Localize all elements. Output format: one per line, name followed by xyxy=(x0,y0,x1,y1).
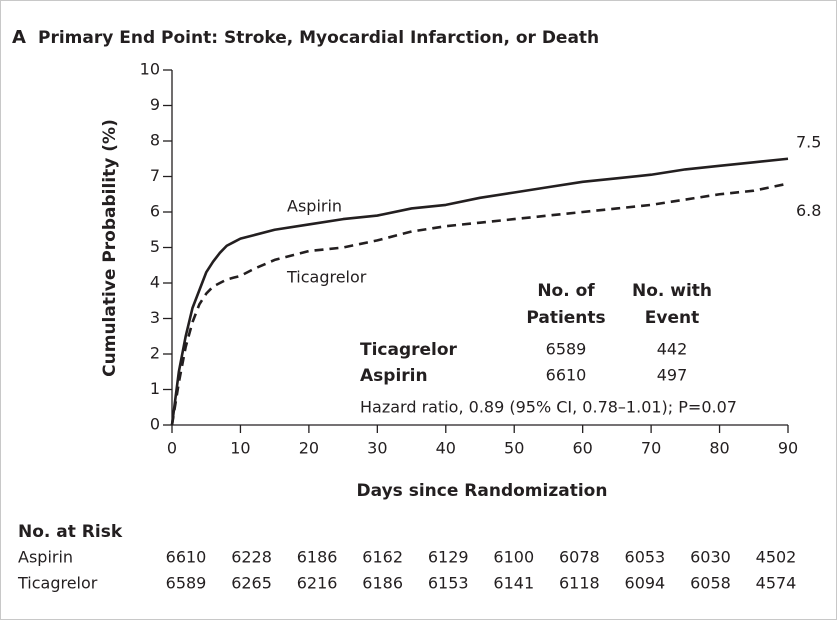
summary-column-header: Event xyxy=(645,308,699,328)
y-tick-label: 8 xyxy=(150,131,160,150)
y-tick-label: 5 xyxy=(150,237,160,256)
x-tick-label: 20 xyxy=(299,439,319,458)
x-tick-label: 50 xyxy=(504,439,524,458)
summary-column-header: Patients xyxy=(526,308,605,328)
summary-column-header: No. with xyxy=(632,281,712,301)
y-tick-label: 0 xyxy=(150,415,160,434)
risk-count: 6129 xyxy=(428,548,469,567)
risk-count: 6265 xyxy=(231,574,272,593)
x-tick-label: 40 xyxy=(436,439,456,458)
x-tick-label: 10 xyxy=(230,439,250,458)
summary-note: Hazard ratio, 0.89 (95% CI, 0.78–1.01); … xyxy=(360,398,737,417)
x-tick-label: 90 xyxy=(778,439,798,458)
risk-count: 6141 xyxy=(493,574,534,593)
end-value-label: 7.5 xyxy=(796,132,821,151)
risk-count: 6610 xyxy=(166,548,207,567)
risk-count: 6053 xyxy=(625,548,666,567)
risk-count: 6153 xyxy=(428,574,469,593)
curve-label: Aspirin xyxy=(287,197,342,216)
risk-count: 6589 xyxy=(166,574,207,593)
risk-row-name: Ticagrelor xyxy=(17,574,98,593)
summary-cell: 6610 xyxy=(546,366,587,385)
risk-count: 4574 xyxy=(756,574,797,593)
y-tick-label: 6 xyxy=(150,202,160,221)
risk-table-title: No. at Risk xyxy=(18,522,123,542)
risk-count: 6094 xyxy=(625,574,666,593)
survival-curve xyxy=(170,182,789,426)
risk-count: 6030 xyxy=(690,548,731,567)
risk-count: 6162 xyxy=(362,548,403,567)
y-tick-label: 10 xyxy=(140,60,160,79)
x-tick-label: 0 xyxy=(167,439,177,458)
summary-column-header: No. of xyxy=(537,281,595,301)
risk-count: 4502 xyxy=(756,548,797,567)
y-tick-label: 1 xyxy=(150,379,160,398)
risk-count: 6078 xyxy=(559,548,600,567)
survival-curve xyxy=(170,157,789,426)
risk-count: 6100 xyxy=(493,548,534,567)
risk-count: 6186 xyxy=(362,574,403,593)
summary-row-name: Ticagrelor xyxy=(360,340,458,360)
x-tick-label: 30 xyxy=(367,439,387,458)
y-tick-label: 3 xyxy=(150,308,160,327)
summary-row-name: Aspirin xyxy=(360,366,428,386)
y-axis-label: Cumulative Probability (%) xyxy=(100,119,120,377)
x-tick-label: 70 xyxy=(641,439,661,458)
x-axis-label: Days since Randomization xyxy=(357,481,608,501)
x-tick-label: 60 xyxy=(572,439,592,458)
risk-count: 6058 xyxy=(690,574,731,593)
summary-cell: 497 xyxy=(657,366,688,385)
y-tick-label: 4 xyxy=(150,273,160,292)
y-tick-label: 9 xyxy=(150,95,160,114)
panel-label: A xyxy=(12,27,26,48)
risk-count: 6186 xyxy=(297,548,338,567)
end-value-label: 6.8 xyxy=(796,201,821,220)
curve-label: Ticagrelor xyxy=(286,268,367,287)
chart-title: Primary End Point: Stroke, Myocardial In… xyxy=(38,28,599,48)
y-tick-label: 2 xyxy=(150,344,160,363)
y-tick-label: 7 xyxy=(150,166,160,185)
risk-count: 6118 xyxy=(559,574,600,593)
risk-count: 6216 xyxy=(297,574,338,593)
summary-cell: 6589 xyxy=(546,340,587,359)
risk-row-name: Aspirin xyxy=(18,548,73,567)
x-tick-label: 80 xyxy=(709,439,729,458)
risk-count: 6228 xyxy=(231,548,272,567)
summary-cell: 442 xyxy=(657,340,688,359)
